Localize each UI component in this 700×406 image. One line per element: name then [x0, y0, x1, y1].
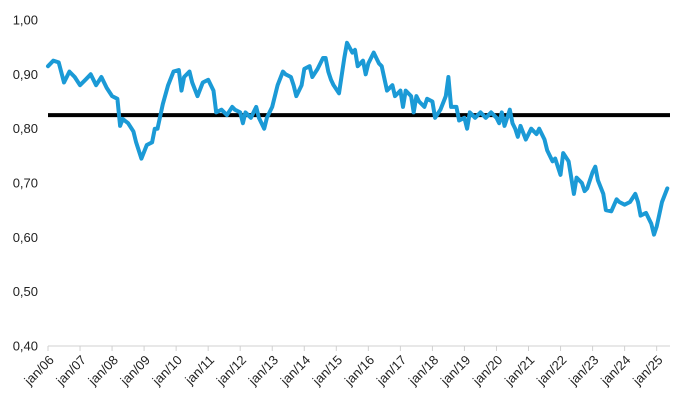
x-tick-label: jan/16: [341, 352, 377, 388]
y-tick-label: 1,00: [13, 13, 38, 28]
x-tick-label: jan/24: [597, 352, 633, 388]
y-tick-label: 0,70: [13, 176, 38, 191]
x-tick-label: jan/09: [117, 352, 153, 388]
x-tick-label: jan/21: [501, 352, 537, 388]
y-axis-tick-labels: 0,40 0,50 0,60 0,70 0,80 0,90 1,00: [13, 13, 38, 354]
x-tick-label: jan/12: [213, 352, 249, 388]
x-axis-tick-labels: jan/06jan/07jan/08jan/09jan/10jan/11jan/…: [21, 352, 666, 388]
x-tick-label: jan/13: [245, 352, 281, 388]
x-tick-label: jan/25: [629, 352, 665, 388]
x-tick-label: jan/18: [405, 352, 441, 388]
x-tick-label: jan/08: [85, 352, 121, 388]
x-tick-label: jan/06: [21, 352, 57, 388]
y-tick-label: 0,60: [13, 230, 38, 245]
series-line: [46, 40, 670, 237]
y-tick-label: 0,80: [13, 121, 38, 136]
x-tick-label: jan/22: [533, 352, 569, 388]
y-tick-label: 0,40: [13, 339, 38, 354]
y-tick-label: 0,90: [13, 67, 38, 82]
x-axis-ticks: [47, 346, 658, 351]
x-tick-label: jan/23: [565, 352, 601, 388]
y-tick-label: 0,50: [13, 284, 38, 299]
x-tick-label: jan/10: [149, 352, 185, 388]
x-tick-label: jan/19: [437, 352, 473, 388]
x-tick-label: jan/07: [53, 352, 89, 388]
x-tick-label: jan/11: [181, 352, 217, 388]
x-tick-label: jan/20: [469, 352, 505, 388]
x-tick-label: jan/14: [277, 352, 313, 388]
x-tick-label: jan/17: [373, 352, 409, 388]
x-tick-label: jan/15: [309, 352, 345, 388]
